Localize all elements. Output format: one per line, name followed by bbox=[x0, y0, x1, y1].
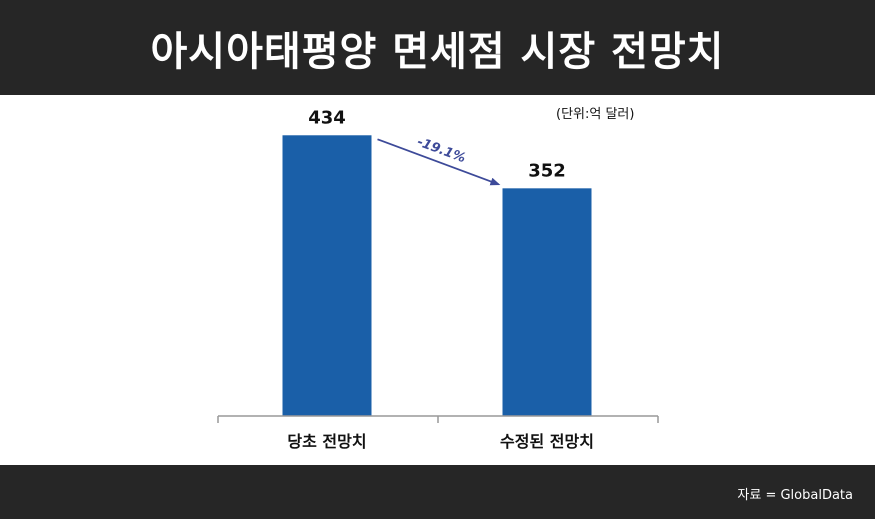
data-label-1: 352 bbox=[528, 160, 566, 181]
chart-title: 아시아태평양 면세점 시장 전망치 bbox=[150, 28, 725, 75]
data-label-0: 434 bbox=[308, 107, 346, 128]
bar-1 bbox=[502, 188, 592, 416]
source-label: 자료 = GlobalData bbox=[737, 488, 853, 503]
category-label-0: 당초 전망치 bbox=[287, 432, 366, 451]
bar-chart: 434 당초 전망치 352 수정된 전망치 -19.1% bbox=[217, 107, 659, 451]
header-bar: 아시아태평양 면세점 시장 전망치 bbox=[0, 0, 875, 95]
change-arrow bbox=[377, 138, 501, 186]
change-annotation-label: -19.1% bbox=[415, 135, 468, 167]
unit-label: (단위:억 달러) bbox=[556, 107, 635, 122]
category-label-1: 수정된 전망치 bbox=[500, 432, 594, 451]
bar-0 bbox=[282, 135, 372, 417]
footer-bar: 자료 = GlobalData bbox=[0, 465, 875, 519]
